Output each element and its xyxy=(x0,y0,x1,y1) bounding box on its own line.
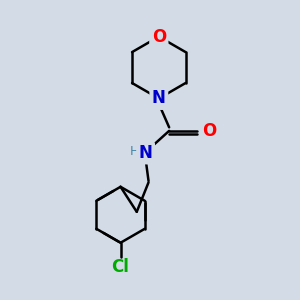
Text: O: O xyxy=(152,28,166,46)
Text: N: N xyxy=(152,89,166,107)
Text: H: H xyxy=(130,145,140,158)
Text: O: O xyxy=(202,122,217,140)
Text: N: N xyxy=(139,144,152,162)
Text: Cl: Cl xyxy=(112,258,130,276)
